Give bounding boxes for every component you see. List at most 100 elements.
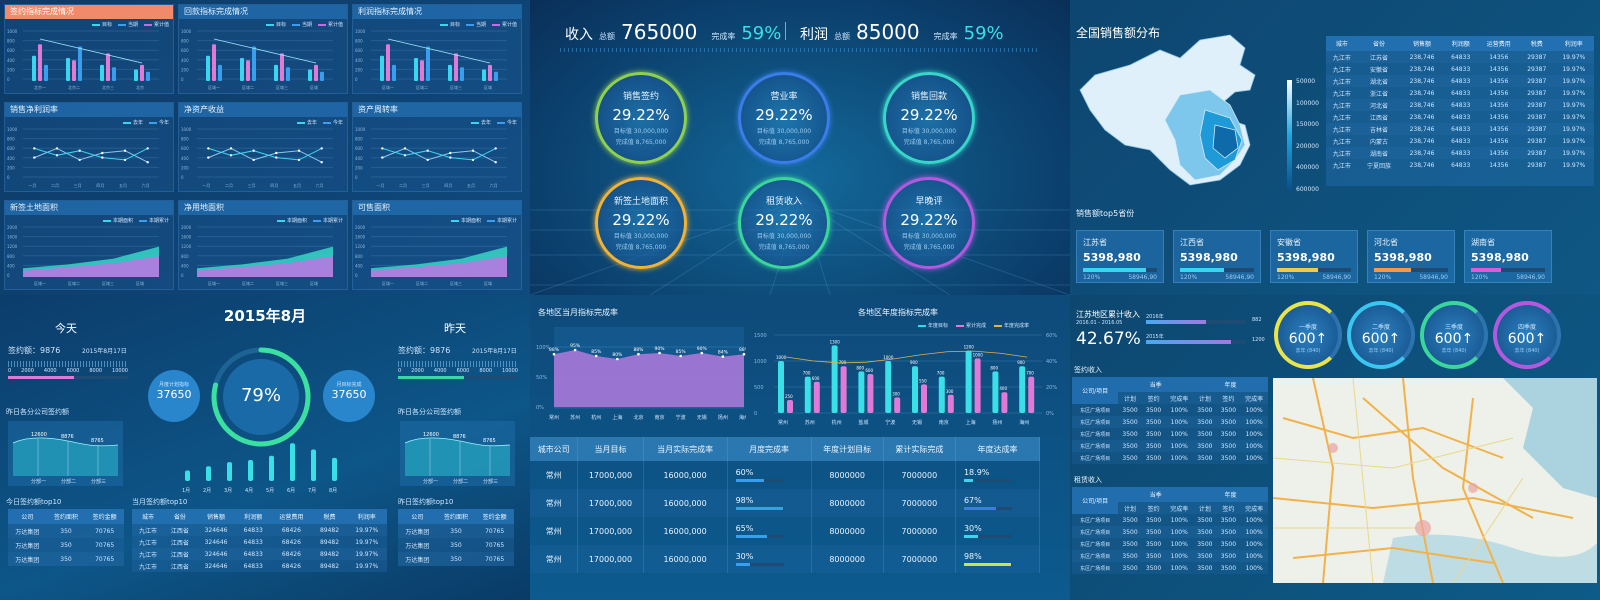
bar <box>454 53 458 81</box>
city-cell: 常州 <box>530 545 579 573</box>
province-card[interactable]: 河北省 5398,980 120% 58946,90 <box>1367 230 1455 283</box>
table-row[interactable]: 东区广场项目 3500 3500 100% 3500 3500 100% <box>1072 452 1268 464</box>
kpi-circle[interactable]: 新签土地面积 29.22% 目标值 30,000,000 完成值 8,765,000 <box>595 177 687 269</box>
table-row[interactable]: 东区广场项目 3500 3500 100% 3500 3500 100% <box>1072 428 1268 440</box>
legend-swatch <box>143 23 152 26</box>
table-row[interactable]: 东区广场项目 3500 3500 100% 3500 3500 100% <box>1072 404 1268 416</box>
done-cell: 7000000 <box>883 489 956 517</box>
tick-label: 0 <box>7 175 10 180</box>
tick-label: 1000 <box>355 127 366 132</box>
table-header-row: 公司/项目 当季 年度 <box>1072 377 1268 404</box>
province-card[interactable]: 湖南省 5398,980 120% 58946,90 <box>1464 230 1552 283</box>
table-row[interactable]: 九江市 江西省 324646 64833 68426 89482 19.97% <box>132 560 387 572</box>
y-tick-label: 0 <box>754 411 757 417</box>
table-row[interactable]: 万达集团 350 70765 <box>8 524 124 538</box>
table-row[interactable]: 九江市 江西省 324646 64833 68426 89482 19.97% <box>132 536 387 548</box>
table-row[interactable]: 九江市 安徽省 238,746 64833 14356 29387 19.97% <box>1326 63 1594 75</box>
table-row[interactable]: 东区广场项目 3500 3500 100% 3500 3500 100% <box>1072 514 1268 526</box>
table-row[interactable]: 东区广场项目 3500 3500 100% 3500 3500 100% <box>1072 562 1268 574</box>
map-legend-bar <box>1287 80 1292 190</box>
table-cell: 东区广场项目 <box>1080 431 1111 438</box>
kpi-circle[interactable]: 营业率 29.22% 目标值 30,000,000 完成值 8,765,000 <box>738 72 830 164</box>
quarter-ring[interactable]: 三季度 600↑ 去年 (840) <box>1420 301 1488 369</box>
quarter-ring[interactable]: 一季度 600↑ 去年 (840) <box>1274 301 1342 369</box>
year-header: 年度 <box>1193 377 1268 392</box>
table-row[interactable]: 九江市 湖南省 238,746 64833 14356 29387 19.97% <box>1326 147 1594 159</box>
table-row[interactable]: 万达集团 350 70765 <box>398 538 514 552</box>
table-cell: 29387 <box>1527 65 1547 73</box>
kpi-circle[interactable]: 租赁收入 29.22% 目标值 30,000,000 完成值 8,765,000 <box>738 177 830 269</box>
y-tick-label: 1000 <box>754 359 767 365</box>
panel-chart: 1000 800 600 400 200 0 区域一 区域二 区域三 区域 <box>181 29 333 90</box>
table-row[interactable]: 东区广场项目 3500 3500 100% 3500 3500 100% <box>1072 440 1268 452</box>
table-row[interactable]: 九江市 江苏省 238,746 64833 14356 29387 19.97% <box>1326 51 1594 63</box>
legend-label: 累计值 <box>327 22 343 28</box>
table-cell: 29387 <box>1519 147 1554 159</box>
table-cell: 九江市 <box>132 548 164 560</box>
series-point <box>320 147 323 150</box>
legend-label: 本期累计 <box>496 218 517 224</box>
legend-label: 目标 <box>275 22 286 28</box>
table-row[interactable]: 常州 17000,000 16000,000 98% 8000000 7000000 67% <box>530 489 1041 517</box>
done-bar <box>894 397 901 413</box>
table-row[interactable]: 九江市 江西省 324646 64833 68426 89482 19.97% <box>132 524 387 536</box>
table-cell: 89482 <box>319 538 340 546</box>
table-row[interactable]: 九江市 内蒙古 238,746 64833 14356 29387 19.97% <box>1326 135 1594 147</box>
actual-cell: 16000,000 <box>643 489 728 517</box>
table-row[interactable]: 万达集团 350 70765 <box>398 524 514 538</box>
province-card[interactable]: 江苏省 5398,980 120% 58946,90 <box>1076 230 1164 283</box>
city-label: 盐城 <box>858 419 868 426</box>
table-cell: 19.97% <box>346 524 387 536</box>
table-row[interactable]: 九江市 湖北省 238,746 64833 14356 29387 19.97% <box>1326 75 1594 87</box>
table-row[interactable]: 九江市 江西省 238,746 64833 14356 29387 19.97% <box>1326 111 1594 123</box>
tick-label: 200 <box>181 165 189 170</box>
panel-title: 资产周转率 <box>353 103 521 117</box>
kpi-circle[interactable]: 早晚评 29.22% 目标值 30,000,000 完成值 8,765,000 <box>883 177 975 269</box>
kpi-circle[interactable]: 销售签约 29.22% 目标值 30,000,000 完成值 8,765,000 <box>595 72 687 164</box>
table-row[interactable]: 常州 17000,000 16000,000 30% 8000000 7000000 98% <box>530 545 1041 573</box>
panel-chart: 1000 800 600 400 200 0 一月 二月 三月 四月 五月 六月 <box>181 127 333 188</box>
table-row[interactable]: 九江市 宁夏回族 238,746 64833 14356 29387 19.97% <box>1326 159 1594 171</box>
table-row[interactable]: 万达集团 350 70765 <box>8 538 124 552</box>
table-row[interactable]: 九江市 吉林省 238,746 64833 14356 29387 19.97% <box>1326 123 1594 135</box>
quarter-ring[interactable]: 二季度 600↑ 去年 (840) <box>1347 301 1415 369</box>
table-row[interactable]: 东区广场项目 3500 3500 100% 3500 3500 100% <box>1072 416 1268 428</box>
legend-swatch <box>91 23 100 26</box>
table-row[interactable]: 常州 17000,000 16000,000 65% 8000000 7000000 30% <box>530 517 1041 545</box>
target-value-label: 900 <box>910 360 918 365</box>
area-point <box>616 357 619 361</box>
table-cell: 70765 <box>85 552 124 566</box>
table-row[interactable]: 九江市 江西省 324646 64833 68426 89482 19.97% <box>132 548 387 560</box>
yesterday-sign: 签约额：9876 <box>398 345 450 356</box>
table-row[interactable]: 九江市 浙江省 238,746 64833 14356 29387 19.97% <box>1326 87 1594 99</box>
table-row[interactable]: 东区广场项目 3500 3500 100% 3500 3500 100% <box>1072 550 1268 562</box>
table-row[interactable]: 万达集团 350 70765 <box>8 552 124 566</box>
table-cell: 河北省 <box>1357 99 1401 111</box>
gauge-tick-label: 8000 <box>89 368 103 374</box>
bar <box>134 69 138 81</box>
gauge-tick-label: 2000 <box>21 368 34 374</box>
kpi-circle[interactable]: 销售回款 29.22% 目标值 30,000,000 完成值 8,765,000 <box>883 72 975 164</box>
province-card[interactable]: 安徽省 5398,980 120% 58946,90 <box>1270 230 1358 283</box>
quarter-ring[interactable]: 四季度 600↑ 去年 (840) <box>1493 301 1561 369</box>
table-row[interactable]: 万达集团 350 70765 <box>398 552 514 566</box>
bar <box>146 71 150 81</box>
category-label: 区域二 <box>242 84 254 90</box>
yearly-rate-value: 98% <box>963 552 982 561</box>
area-category-label: 分部一 <box>423 478 438 485</box>
table-row[interactable]: 常州 17000,000 16000,000 60% 8000000 7000000 18.… <box>530 461 1041 489</box>
column-header: 签约金额 <box>85 509 124 524</box>
month-bar <box>332 457 337 481</box>
table-header-row: 城市 省份 销售额 利润额 运营费用 税费 利润率 <box>1326 36 1594 51</box>
gauge-tick-label: 8000 <box>479 368 493 374</box>
table-cell: 3500 <box>1122 454 1138 462</box>
column-header: 签约面积 <box>436 509 476 524</box>
province-card[interactable]: 江西省 5398,980 120% 58946,90 <box>1173 230 1261 283</box>
table-row[interactable]: 九江市 河北省 238,746 64833 14356 29387 19.97% <box>1326 99 1594 111</box>
table-row[interactable]: 东区广场项目 3500 3500 100% 3500 3500 100% <box>1072 538 1268 550</box>
table-cell: 100% <box>1170 406 1188 414</box>
table-row[interactable]: 东区广场项目 3500 3500 100% 3500 3500 100% <box>1072 526 1268 538</box>
tick-label: 1000 <box>7 127 18 132</box>
trend-line <box>213 38 317 64</box>
jiangsu-road-map[interactable] <box>1273 378 1597 583</box>
